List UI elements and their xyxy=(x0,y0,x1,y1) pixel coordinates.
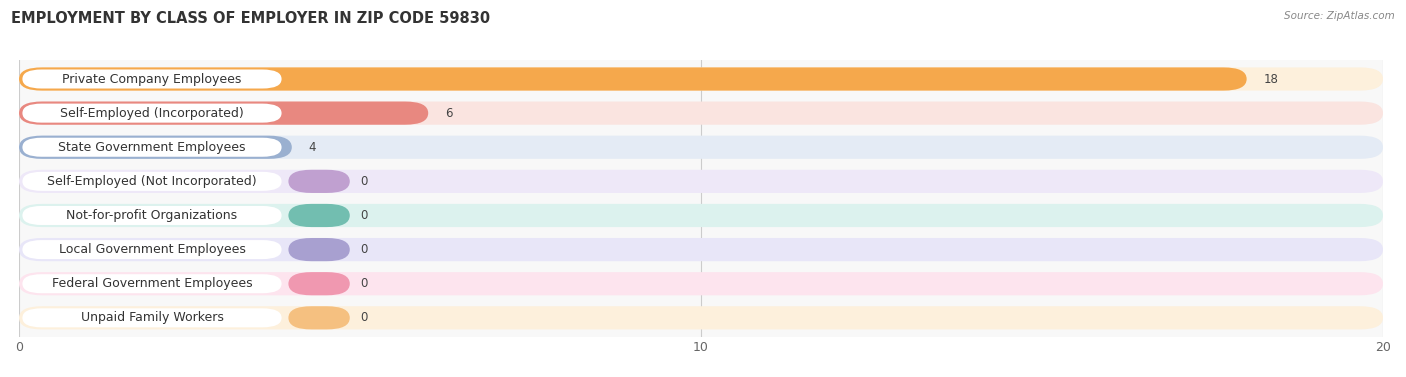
FancyBboxPatch shape xyxy=(20,136,1384,159)
FancyBboxPatch shape xyxy=(288,204,350,227)
FancyBboxPatch shape xyxy=(22,138,281,157)
FancyBboxPatch shape xyxy=(20,67,1384,90)
FancyBboxPatch shape xyxy=(20,67,1247,90)
Text: 6: 6 xyxy=(446,107,453,120)
FancyBboxPatch shape xyxy=(20,306,1384,329)
FancyBboxPatch shape xyxy=(288,170,350,193)
FancyBboxPatch shape xyxy=(288,238,350,261)
Text: 0: 0 xyxy=(360,243,367,256)
Text: 0: 0 xyxy=(360,277,367,290)
Text: State Government Employees: State Government Employees xyxy=(58,141,246,154)
Text: Local Government Employees: Local Government Employees xyxy=(59,243,246,256)
FancyBboxPatch shape xyxy=(22,172,281,191)
Text: Federal Government Employees: Federal Government Employees xyxy=(52,277,252,290)
FancyBboxPatch shape xyxy=(20,170,1384,193)
Text: 4: 4 xyxy=(309,141,316,154)
Text: Not-for-profit Organizations: Not-for-profit Organizations xyxy=(66,209,238,222)
FancyBboxPatch shape xyxy=(22,206,281,225)
Text: Private Company Employees: Private Company Employees xyxy=(62,72,242,86)
FancyBboxPatch shape xyxy=(288,272,350,295)
FancyBboxPatch shape xyxy=(22,69,281,89)
Text: Source: ZipAtlas.com: Source: ZipAtlas.com xyxy=(1284,11,1395,21)
FancyBboxPatch shape xyxy=(20,238,1384,261)
Text: Self-Employed (Incorporated): Self-Employed (Incorporated) xyxy=(60,107,243,120)
FancyBboxPatch shape xyxy=(20,101,429,125)
FancyBboxPatch shape xyxy=(22,308,281,327)
FancyBboxPatch shape xyxy=(20,101,1384,125)
Text: EMPLOYMENT BY CLASS OF EMPLOYER IN ZIP CODE 59830: EMPLOYMENT BY CLASS OF EMPLOYER IN ZIP C… xyxy=(11,11,491,26)
Text: 0: 0 xyxy=(360,175,367,188)
FancyBboxPatch shape xyxy=(22,104,281,123)
FancyBboxPatch shape xyxy=(22,240,281,259)
Text: 0: 0 xyxy=(360,311,367,324)
FancyBboxPatch shape xyxy=(20,272,1384,295)
Text: 18: 18 xyxy=(1264,72,1278,86)
Text: Self-Employed (Not Incorporated): Self-Employed (Not Incorporated) xyxy=(48,175,257,188)
Text: 0: 0 xyxy=(360,209,367,222)
FancyBboxPatch shape xyxy=(22,274,281,293)
FancyBboxPatch shape xyxy=(20,204,1384,227)
Text: Unpaid Family Workers: Unpaid Family Workers xyxy=(80,311,224,324)
FancyBboxPatch shape xyxy=(20,136,292,159)
FancyBboxPatch shape xyxy=(288,306,350,329)
